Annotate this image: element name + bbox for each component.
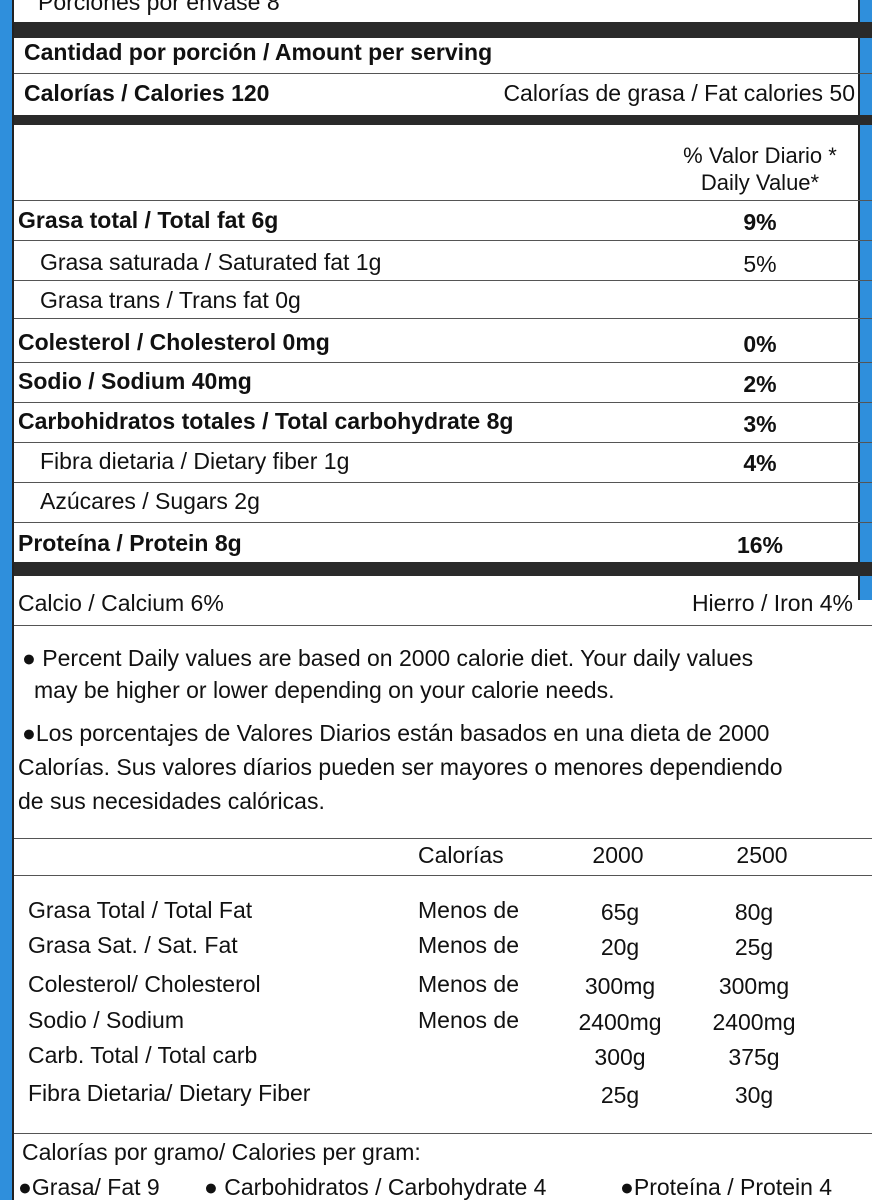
note: de sus necesidades calóricas. xyxy=(18,788,325,814)
note: may be higher or lower depending on your… xyxy=(34,677,615,703)
daily-value: 2% xyxy=(743,371,777,397)
rule xyxy=(14,73,872,74)
ref-value: 375g xyxy=(728,1044,780,1070)
ref-header: Calorías xyxy=(418,842,504,868)
nutrient: Azúcares / Sugars 2g xyxy=(40,488,260,514)
ref-label: Grasa Total / Total Fat xyxy=(28,897,253,923)
ref-label: Sodio / Sodium xyxy=(28,1007,184,1033)
rule xyxy=(14,280,872,281)
rule xyxy=(14,318,872,319)
daily-value: 3% xyxy=(743,411,777,437)
ref-value: 65g xyxy=(600,899,640,925)
daily-value: 4% xyxy=(743,450,777,476)
rule xyxy=(14,625,872,626)
nutrient: Fibra dietaria / Dietary fiber 1g xyxy=(40,448,350,474)
ref-label: Grasa Sat. / Sat. Fat xyxy=(28,932,238,958)
nutrient: Grasa total / Total fat 6g xyxy=(18,207,279,233)
thick-rule xyxy=(14,115,872,125)
note: ● Percent Daily values are based on 2000… xyxy=(22,645,754,671)
nutrient: Carbohidratos totales / Total carbohydra… xyxy=(18,408,514,434)
amount-header: Cantidad por porción / Amount per servin… xyxy=(24,39,493,65)
per-gram-item: ●Grasa/ Fat 9 xyxy=(18,1174,160,1200)
nutrient: Grasa saturada / Saturated fat 1g xyxy=(40,249,382,275)
daily-value: 5% xyxy=(743,251,777,277)
rule xyxy=(14,482,872,483)
vitamin: Calcio / Calcium 6% xyxy=(18,590,224,616)
rule xyxy=(14,200,872,201)
ref-value: 300mg xyxy=(718,973,790,999)
ref-value: 25g xyxy=(734,934,774,960)
ref-value: 80g xyxy=(734,899,774,925)
ref-value: 30g xyxy=(734,1082,774,1108)
border-left xyxy=(0,0,14,1200)
rule xyxy=(14,362,872,363)
rule xyxy=(14,442,872,443)
ref-header: 2000 xyxy=(592,842,644,868)
ref-value: 2400mg xyxy=(712,1009,796,1035)
rule xyxy=(14,875,872,876)
ref-value: 25g xyxy=(600,1082,640,1108)
vitamin: Hierro / Iron 4% xyxy=(691,590,853,616)
ref-value: 2400mg xyxy=(578,1009,662,1035)
calories: Calorías / Calories 120 xyxy=(24,80,270,106)
rule xyxy=(14,838,872,839)
nutrient: Grasa trans / Trans fat 0g xyxy=(40,287,301,313)
note: ●Los porcentajes de Valores Diarios está… xyxy=(22,720,770,746)
fat-calories: Calorías de grasa / Fat calories 50 xyxy=(503,80,855,106)
dv-header: % Valor Diario * xyxy=(683,143,837,168)
servings: Porciones por envase 8 xyxy=(38,0,280,15)
dv-header: Daily Value* xyxy=(700,170,820,195)
ref-value: 20g xyxy=(600,934,640,960)
rule xyxy=(14,1133,872,1134)
rule xyxy=(14,240,872,241)
nutrient: Sodio / Sodium 40mg xyxy=(18,368,252,394)
ref-value: 300mg xyxy=(584,973,656,999)
ref-limit: Menos de xyxy=(418,932,520,958)
border-right xyxy=(858,0,872,600)
nutrient: Colesterol / Cholesterol 0mg xyxy=(18,329,330,355)
daily-value: 9% xyxy=(743,209,777,235)
ref-header: 2500 xyxy=(736,842,788,868)
ref-label: Fibra Dietaria/ Dietary Fiber xyxy=(28,1080,311,1106)
daily-value: 0% xyxy=(743,331,777,357)
rule xyxy=(14,522,872,523)
ref-label: Colesterol/ Cholesterol xyxy=(28,971,261,997)
rule xyxy=(14,402,872,403)
ref-value: 300g xyxy=(594,1044,646,1070)
ref-limit: Menos de xyxy=(418,1007,520,1033)
nutrient: Proteína / Protein 8g xyxy=(18,530,242,556)
per-gram-item: ●Proteína / Protein 4 xyxy=(620,1174,833,1200)
thick-rule xyxy=(14,562,872,576)
per-gram-item: ● Carbohidratos / Carbohydrate 4 xyxy=(204,1174,547,1200)
daily-value: 16% xyxy=(736,532,784,558)
thick-rule xyxy=(14,22,872,38)
per-gram-title: Calorías por gramo/ Calories per gram: xyxy=(22,1139,421,1165)
ref-limit: Menos de xyxy=(418,971,520,997)
ref-label: Carb. Total / Total carb xyxy=(28,1042,258,1068)
note: Calorías. Sus valores díarios pueden ser… xyxy=(18,754,783,780)
ref-limit: Menos de xyxy=(418,897,520,923)
